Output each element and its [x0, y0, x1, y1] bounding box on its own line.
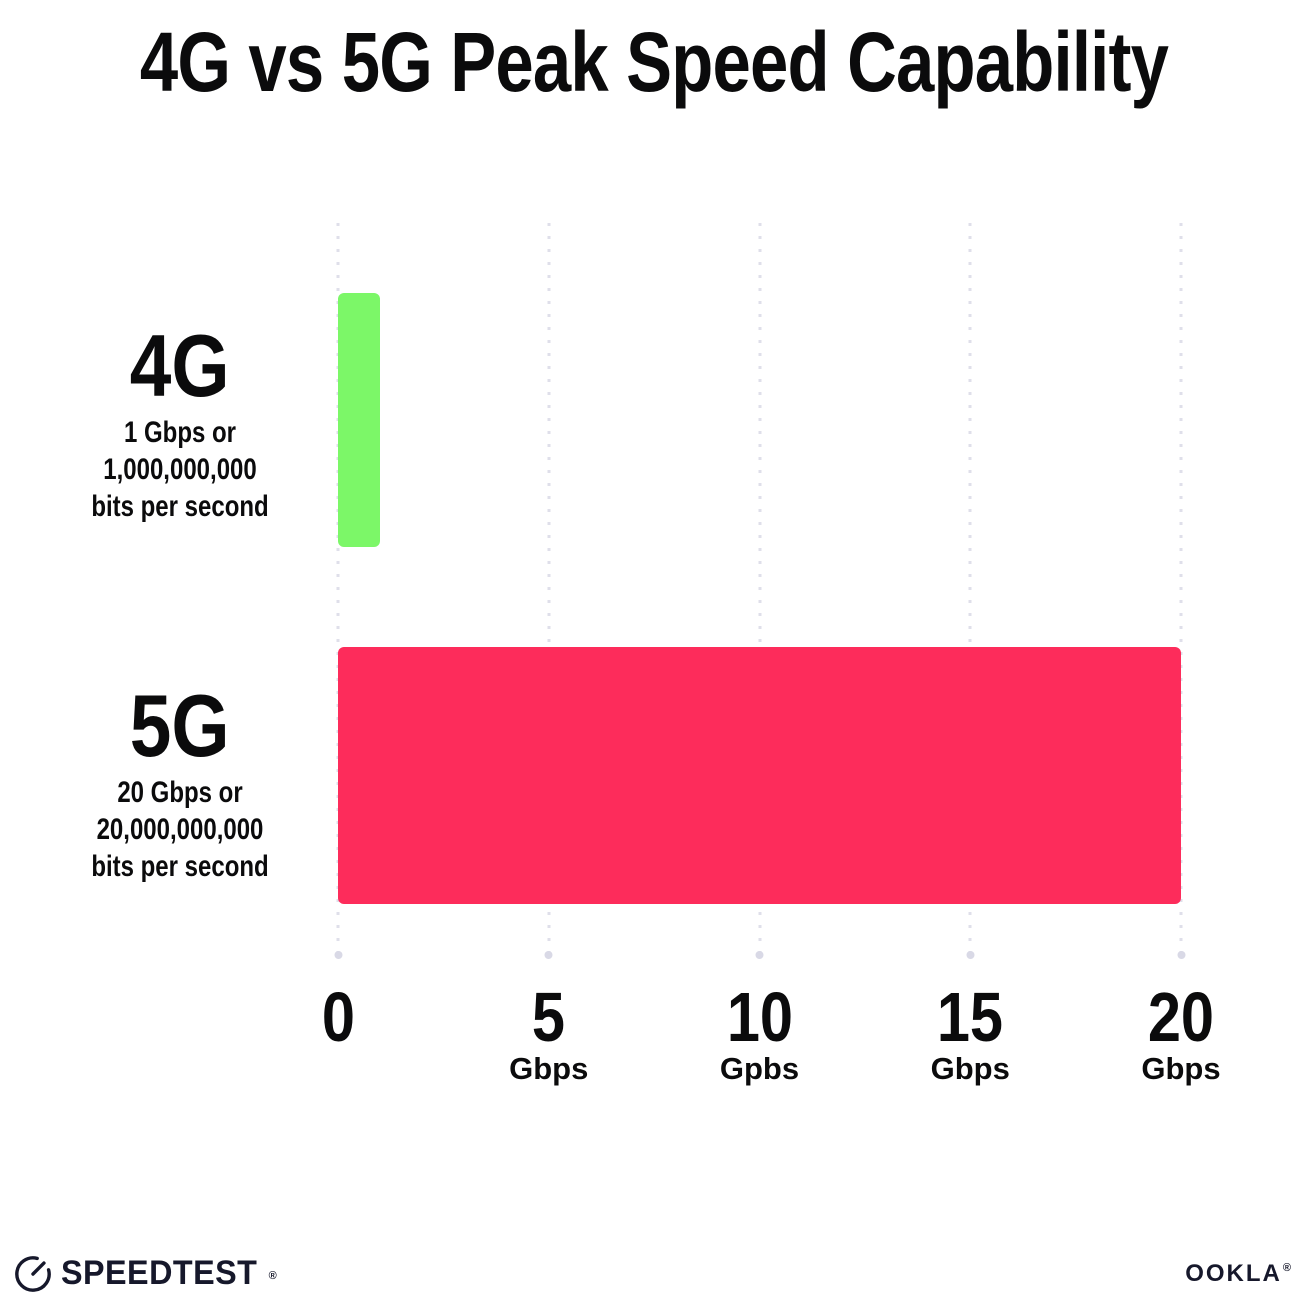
ookla-trademark: ®	[1282, 1262, 1293, 1274]
speedtest-logo: SPEEDTEST ®	[14, 1254, 277, 1293]
bar-5g	[338, 647, 1181, 904]
category-label-4g: 4G 1 Gbps or 1,000,000,000 bits per seco…	[30, 322, 330, 525]
gridline-5	[547, 223, 551, 956]
ookla-logo: OOKLA®	[1185, 1260, 1292, 1288]
category-sublabel-5g: 20 Gbps or 20,000,000,000 bits per secon…	[91, 776, 269, 883]
category-label-5g: 5G 20 Gbps or 20,000,000,000 bits per se…	[30, 682, 330, 885]
speedtest-trademark: ®	[268, 1269, 277, 1282]
x-tick-15: 15 Gbps	[930, 978, 1010, 1086]
gridline-15	[968, 223, 972, 956]
category-name-5g: 5G	[130, 676, 230, 775]
speedometer-gauge-icon	[15, 1255, 51, 1292]
x-tick-0: 0	[321, 978, 355, 1056]
gridline-20	[1179, 223, 1183, 956]
ookla-wordmark: OOKLA	[1185, 1260, 1282, 1287]
x-tick-5: 5 Gbps	[509, 978, 589, 1086]
gridline-0	[336, 223, 340, 956]
speedtest-wordmark: SPEEDTEST	[61, 1254, 258, 1292]
x-tick-10: 10 Gpbs	[719, 978, 800, 1086]
plot-area	[336, 223, 1183, 956]
x-tick-20: 20 Gbps	[1141, 978, 1221, 1086]
category-sublabel-4g: 1 Gbps or 1,000,000,000 bits per second	[91, 416, 269, 523]
bar-4g	[338, 293, 381, 547]
gridline-10	[758, 223, 761, 956]
chart-title: 4G vs 5G Peak Speed Capability	[139, 15, 1169, 109]
x-axis: 0 5 Gbps 10 Gpbs 15 Gbps 20 Gbps	[321, 978, 1220, 1095]
category-name-4g: 4G	[130, 316, 230, 415]
